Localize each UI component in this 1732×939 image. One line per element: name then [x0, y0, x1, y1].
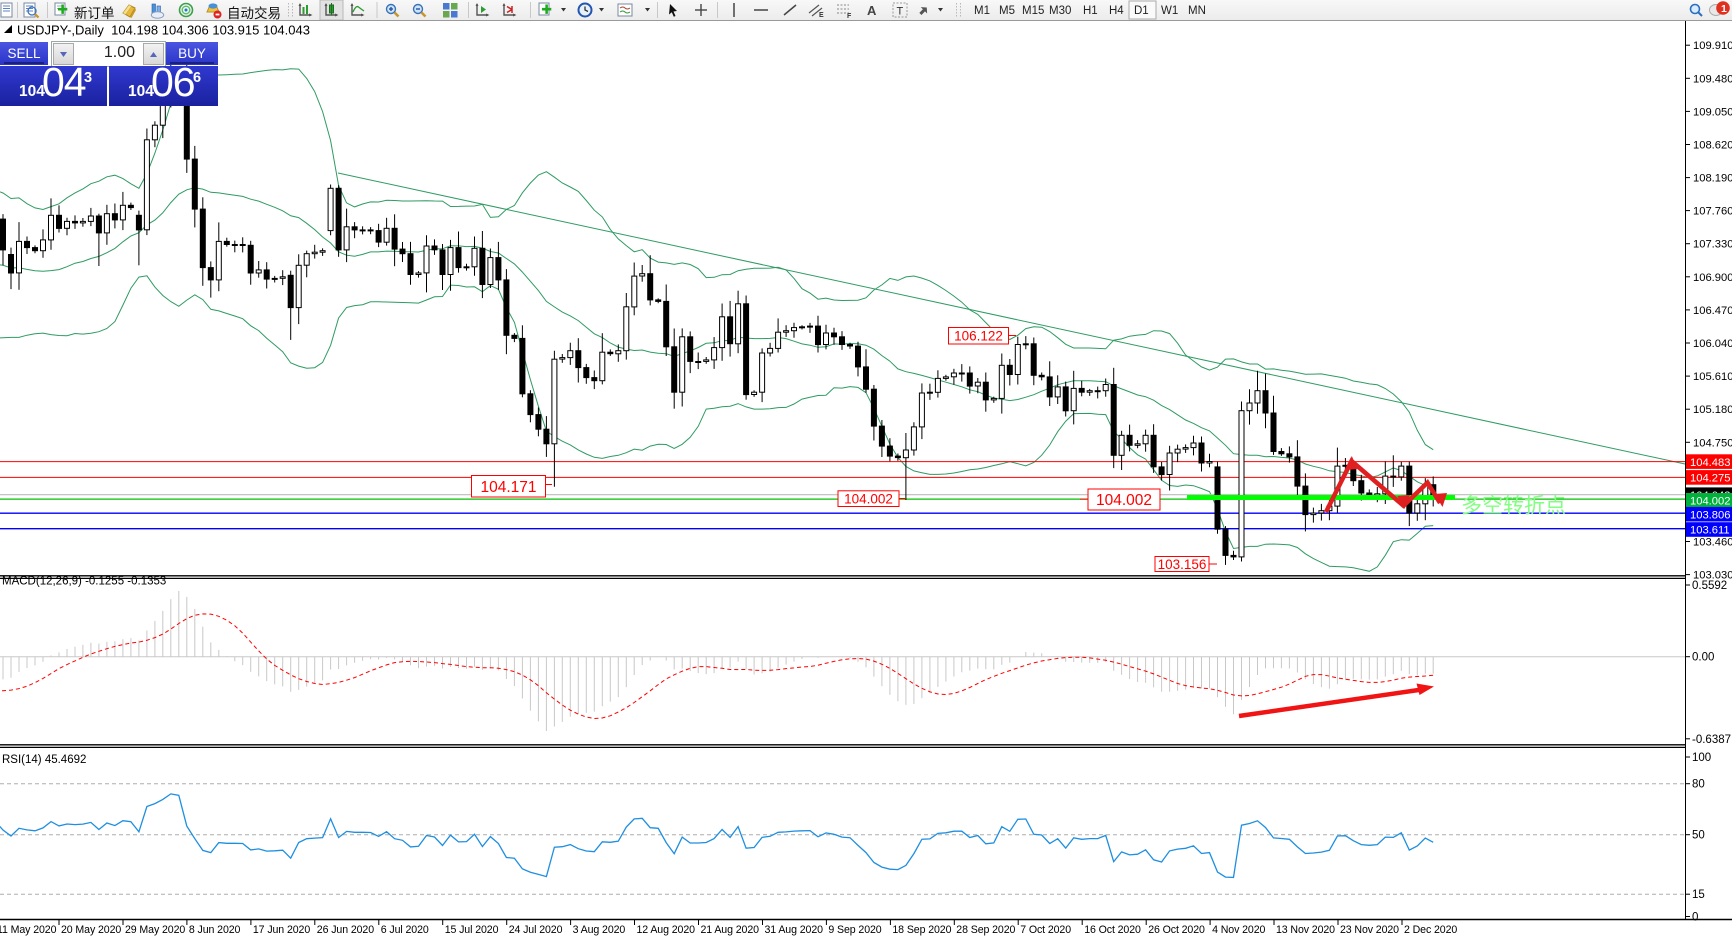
svg-text:USDJPY-,Daily 104.198 104.306: USDJPY-,Daily 104.198 104.306 103.915 10…	[17, 23, 310, 38]
svg-text:20 May 2020: 20 May 2020	[61, 924, 121, 936]
svg-text:106.040: 106.040	[1693, 338, 1732, 350]
svg-text:29 May 2020: 29 May 2020	[125, 924, 185, 936]
svg-text:108.620: 108.620	[1693, 140, 1732, 152]
svg-text:2 Dec 2020: 2 Dec 2020	[1404, 924, 1457, 936]
svg-text:31 Aug 2020: 31 Aug 2020	[765, 924, 824, 936]
svg-text:104.002: 104.002	[1690, 496, 1730, 508]
svg-text:21 Aug 2020: 21 Aug 2020	[701, 924, 760, 936]
svg-text:109.910: 109.910	[1693, 40, 1732, 52]
svg-text:MACD(12,26,9) -0.1255 -0.1353: MACD(12,26,9) -0.1255 -0.1353	[2, 576, 166, 588]
svg-text:106.900: 106.900	[1693, 272, 1732, 284]
svg-text:0: 0	[1692, 912, 1698, 924]
svg-text:M5: M5	[999, 5, 1015, 17]
svg-text:104.750: 104.750	[1693, 437, 1732, 449]
svg-text:3 Aug 2020: 3 Aug 2020	[573, 924, 626, 936]
svg-text:26 Oct 2020: 26 Oct 2020	[1148, 924, 1205, 936]
svg-text:M15: M15	[1022, 5, 1044, 17]
svg-text:104.002: 104.002	[844, 492, 893, 507]
svg-text:103.156: 103.156	[1158, 557, 1207, 572]
svg-text:1: 1	[1721, 3, 1727, 15]
svg-text:26 Jun 2020: 26 Jun 2020	[317, 924, 374, 936]
svg-text:24 Jul 2020: 24 Jul 2020	[509, 924, 563, 936]
svg-text:A: A	[867, 3, 877, 18]
svg-text:12 Aug 2020: 12 Aug 2020	[637, 924, 696, 936]
svg-text:16 Oct 2020: 16 Oct 2020	[1084, 924, 1141, 936]
svg-text:7 Oct 2020: 7 Oct 2020	[1020, 924, 1071, 936]
svg-text:105.180: 105.180	[1693, 404, 1732, 416]
svg-text:106.122: 106.122	[954, 329, 1003, 344]
svg-text:104.275: 104.275	[1690, 473, 1730, 485]
svg-text:D1: D1	[1134, 5, 1149, 17]
svg-text:50: 50	[1692, 830, 1705, 842]
svg-text:107.330: 107.330	[1693, 239, 1732, 251]
svg-text:9 Sep 2020: 9 Sep 2020	[828, 924, 881, 936]
svg-text:17 Jun 2020: 17 Jun 2020	[253, 924, 310, 936]
svg-text:103.030: 103.030	[1693, 570, 1732, 582]
svg-text:T: T	[897, 6, 904, 18]
svg-text:8 Jun 2020: 8 Jun 2020	[189, 924, 241, 936]
svg-text:109.050: 109.050	[1693, 106, 1732, 118]
svg-text:15 Jul 2020: 15 Jul 2020	[445, 924, 499, 936]
svg-text:104.171: 104.171	[480, 479, 536, 496]
svg-text:100: 100	[1692, 752, 1711, 764]
svg-text:13 Nov 2020: 13 Nov 2020	[1276, 924, 1335, 936]
svg-text:103.611: 103.611	[1690, 525, 1730, 537]
svg-text:H1: H1	[1083, 5, 1098, 17]
svg-text:W1: W1	[1161, 5, 1178, 17]
svg-text:H4: H4	[1109, 5, 1124, 17]
svg-text:F: F	[847, 13, 852, 20]
svg-text:104.002: 104.002	[1096, 492, 1152, 509]
svg-text:108.190: 108.190	[1693, 173, 1732, 185]
svg-text:15: 15	[1692, 889, 1705, 901]
svg-text:4 Nov 2020: 4 Nov 2020	[1212, 924, 1265, 936]
svg-text:103.460: 103.460	[1693, 537, 1732, 549]
svg-text:多空转折点: 多空转折点	[1461, 495, 1566, 518]
svg-text:6 Jul 2020: 6 Jul 2020	[381, 924, 429, 936]
svg-text:105.610: 105.610	[1693, 371, 1732, 383]
svg-text:107.760: 107.760	[1693, 206, 1732, 218]
svg-text:106.470: 106.470	[1693, 305, 1732, 317]
svg-text:0.00: 0.00	[1692, 652, 1714, 664]
svg-text:28 Sep 2020: 28 Sep 2020	[956, 924, 1015, 936]
svg-text:104.483: 104.483	[1690, 457, 1730, 469]
svg-text:18 Sep 2020: 18 Sep 2020	[892, 924, 951, 936]
svg-text:11 May 2020: 11 May 2020	[0, 924, 57, 936]
svg-text:103.806: 103.806	[1690, 509, 1730, 521]
svg-text:109.480: 109.480	[1693, 73, 1732, 85]
svg-text:M1: M1	[974, 5, 990, 17]
svg-text:23 Nov 2020: 23 Nov 2020	[1340, 924, 1399, 936]
svg-text:E: E	[819, 12, 824, 19]
svg-text:RSI(14) 45.4692: RSI(14) 45.4692	[2, 754, 86, 766]
svg-text:MN: MN	[1188, 5, 1206, 17]
svg-text:80: 80	[1692, 779, 1705, 791]
svg-text:-0.6387: -0.6387	[1692, 734, 1731, 746]
svg-text:0.5592: 0.5592	[1692, 580, 1727, 592]
svg-text:M30: M30	[1049, 5, 1071, 17]
